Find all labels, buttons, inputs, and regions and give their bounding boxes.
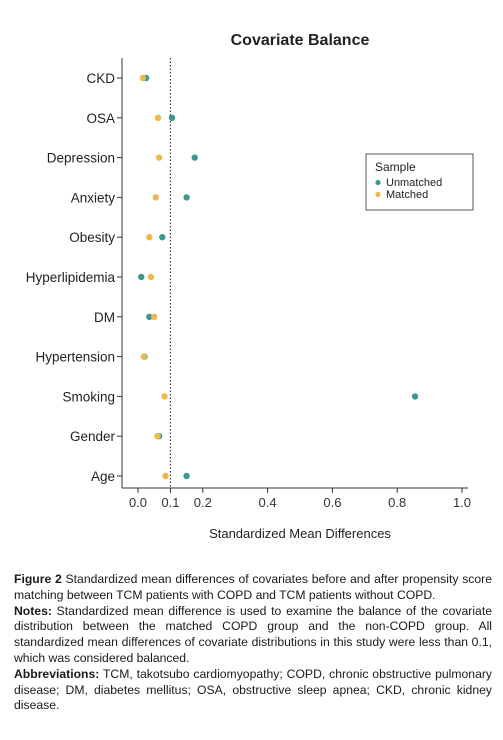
y-tick-label: Hypertension: [35, 350, 115, 365]
y-tick-label: DM: [94, 310, 115, 325]
point-matched: [139, 74, 147, 82]
figure-text: Standardized mean differences of covaria…: [14, 572, 493, 602]
point-unmatched: [146, 313, 153, 320]
figure-notes: Notes: Standardized mean difference is u…: [14, 604, 492, 667]
figure-description: Figure 2 Standardized mean differences o…: [14, 572, 492, 604]
legend-marker-matched: [375, 191, 381, 198]
point-unmatched: [138, 273, 145, 281]
point-unmatched: [159, 234, 166, 241]
figure-abbreviations: Abbreviations: TCM, takotsubo cardiomyop…: [14, 667, 492, 714]
point-matched: [154, 114, 162, 122]
point-unmatched: [168, 114, 176, 122]
x-tick-label: 1.0: [453, 495, 471, 510]
abbreviations-label: Abbreviations:: [14, 666, 100, 681]
point-matched: [154, 433, 161, 440]
figure-caption: Figure 2 Standardized mean differences o…: [14, 572, 492, 714]
point-unmatched: [411, 393, 419, 400]
y-tick-label: Anxiety: [71, 190, 116, 205]
point-unmatched: [183, 194, 190, 201]
y-tick-label: Gender: [70, 429, 116, 444]
x-tick-label: 0.8: [388, 495, 406, 510]
legend-entry-matched: Matched: [386, 189, 428, 201]
x-tick-label: 0.6: [323, 495, 341, 510]
x-tick-label: 0.2: [194, 495, 212, 510]
y-tick-label: Age: [91, 469, 115, 484]
legend-title: Sample: [375, 160, 416, 174]
point-matched: [152, 194, 160, 201]
y-tick-label: Hyperlipidemia: [26, 270, 116, 285]
point-unmatched: [191, 154, 198, 161]
y-tick-label: OSA: [86, 111, 115, 126]
x-tick-label: 0.0: [129, 495, 147, 510]
chart-title: Covariate Balance: [231, 32, 370, 49]
point-matched: [147, 273, 155, 281]
legend-entry-unmatched: Unmatched: [386, 177, 442, 189]
point-unmatched: [183, 472, 190, 480]
legend-box: [365, 153, 474, 211]
figure-label: Figure 2: [14, 572, 62, 586]
y-tick-label: CKD: [86, 71, 115, 86]
point-matched: [146, 234, 153, 241]
notes-label: Notes:: [14, 603, 52, 618]
y-tick-label: Depression: [47, 151, 115, 166]
x-tick-label: 0.1: [161, 495, 179, 510]
legend-marker-unmatched: [375, 179, 381, 186]
y-tick-label: Smoking: [62, 389, 115, 404]
point-matched: [161, 393, 168, 400]
x-axis-label: Standardized Mean Differences: [209, 526, 391, 541]
point-matched: [151, 313, 158, 320]
covariate-balance-chart: Covariate Balance Standardized Mean Diff…: [26, 32, 474, 541]
point-matched: [155, 154, 163, 161]
x-tick-label: 0.4: [259, 495, 277, 510]
notes-text: Standardized mean difference is used to …: [14, 603, 492, 665]
abbreviations-text: TCM, takotsubo cardiomyopathy; COPD, chr…: [14, 666, 492, 713]
point-matched: [140, 353, 148, 360]
point-matched: [162, 472, 169, 480]
y-tick-label: Obesity: [69, 230, 115, 245]
